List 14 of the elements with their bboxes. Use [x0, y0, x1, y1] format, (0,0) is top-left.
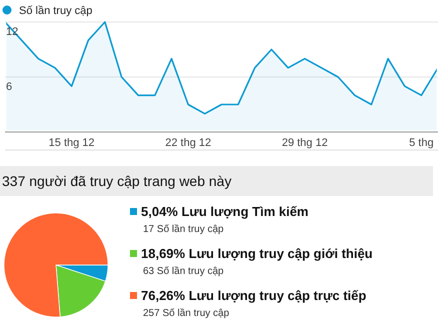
x-tick-label: 15 thg 12	[48, 137, 95, 149]
text: 63 Số lần truy cập	[143, 266, 224, 277]
legend-label: 76,26% Lưu lượng truy cập trực tiếp	[141, 288, 366, 303]
x-tick-label: 29 thg 12	[282, 137, 328, 149]
legend-label: 18,69% Lưu lượng truy cập giới thiệu	[141, 246, 373, 261]
legend-label: 5,04% Lưu lượng Tìm kiếm	[141, 204, 308, 219]
text: 17 Số lần truy cập	[143, 224, 224, 235]
y-tick-label: 6	[6, 81, 12, 93]
pie-slice	[4, 212, 108, 318]
x-tick-label: 22 thg 12	[165, 137, 212, 149]
legend-label: Số lần truy cập	[19, 5, 92, 17]
x-tick-label: 5 thg	[409, 137, 434, 149]
chart-title: 337 người đã truy cập trang web này	[2, 173, 232, 189]
text: 257 Số lần truy cập	[143, 308, 230, 319]
